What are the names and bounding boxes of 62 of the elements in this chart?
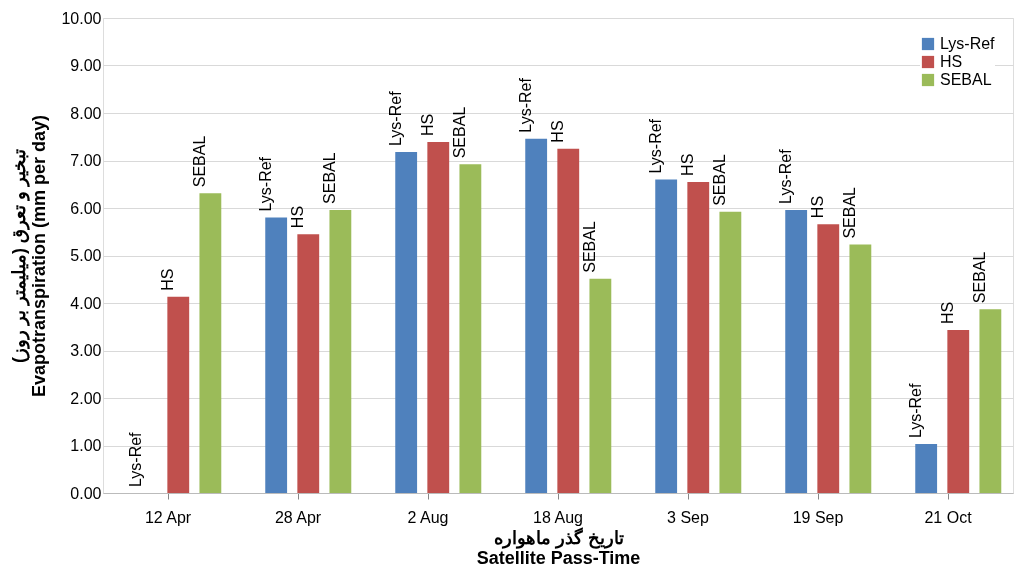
text: HS bbox=[679, 153, 696, 176]
x-tick-label: 18 Aug bbox=[533, 508, 583, 526]
y-tick-label: 9.00 bbox=[70, 57, 102, 74]
text: HS bbox=[939, 301, 956, 325]
x-tick-label: 21 Oct bbox=[924, 508, 973, 526]
bar bbox=[947, 330, 970, 493]
bar bbox=[427, 141, 450, 493]
y-tick-label: 8.00 bbox=[70, 104, 102, 122]
bar bbox=[687, 181, 710, 493]
bar bbox=[199, 193, 222, 493]
bar bbox=[915, 444, 938, 493]
text: Lys-Ref bbox=[906, 383, 924, 439]
bar bbox=[655, 179, 678, 493]
bar bbox=[557, 148, 580, 493]
text: HS bbox=[809, 195, 826, 219]
text: HS bbox=[419, 113, 436, 136]
x-tick-label: 19 Sep bbox=[792, 508, 844, 526]
text: HS bbox=[549, 120, 566, 143]
text: Lys-Ref bbox=[256, 156, 274, 212]
y-tick-label: 6.00 bbox=[70, 199, 102, 217]
y-tick-label: 5.00 bbox=[70, 247, 102, 264]
y-tick-label: 1.00 bbox=[70, 437, 102, 454]
y-tick-label: 10.00 bbox=[61, 9, 102, 27]
bar bbox=[265, 217, 288, 493]
y-tick-label: 3.00 bbox=[70, 342, 102, 359]
text: Lys-Ref bbox=[126, 432, 144, 487]
bar bbox=[459, 164, 482, 493]
bar bbox=[167, 296, 190, 493]
bar bbox=[785, 209, 808, 493]
bar bbox=[525, 138, 548, 493]
x-tick-label: 28 Apr bbox=[274, 508, 322, 526]
legend-label: HS bbox=[940, 53, 963, 70]
text: Lys-Ref bbox=[516, 78, 534, 133]
text: Lys-Ref bbox=[646, 118, 664, 174]
x-tick-label: 3 Sep bbox=[667, 508, 710, 526]
text: SEBAL bbox=[581, 221, 599, 273]
x-tick-label: 2 Aug bbox=[407, 508, 449, 526]
y-tick-label: 2.00 bbox=[70, 389, 102, 407]
text: SEBAL bbox=[321, 152, 339, 204]
x-tick-label: 12 Apr bbox=[144, 508, 192, 526]
bar bbox=[297, 234, 320, 493]
y-tick-label: 0.00 bbox=[70, 484, 102, 502]
text: HS bbox=[289, 205, 306, 229]
bar bbox=[817, 224, 840, 493]
bar bbox=[329, 209, 352, 493]
text: SEBAL bbox=[451, 106, 469, 159]
legend-label: SEBAL bbox=[940, 71, 992, 88]
text: Lys-Ref bbox=[386, 91, 404, 146]
legend-label: Lys-Ref bbox=[940, 35, 996, 52]
text: SEBAL bbox=[711, 154, 729, 206]
text: SEBAL bbox=[971, 251, 989, 304]
bar bbox=[979, 309, 1002, 493]
bar bbox=[395, 151, 418, 493]
text: Lys-Ref bbox=[776, 149, 794, 204]
y-tick-label: 4.00 bbox=[70, 294, 102, 312]
bar bbox=[719, 211, 742, 493]
bar bbox=[849, 244, 872, 493]
text: HS bbox=[159, 268, 176, 291]
y-tick-label: 7.00 bbox=[70, 152, 102, 169]
text: SEBAL bbox=[191, 135, 209, 188]
bar bbox=[589, 278, 612, 493]
text: SEBAL bbox=[841, 186, 859, 239]
